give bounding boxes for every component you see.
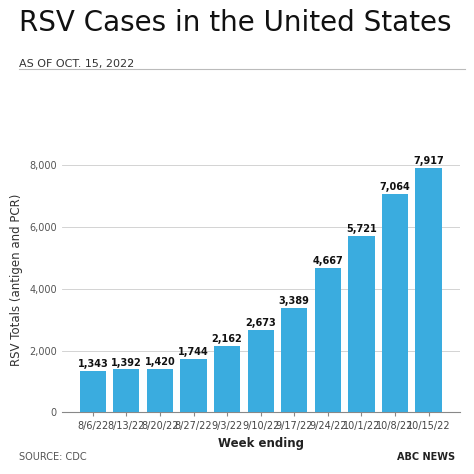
- Bar: [416, 168, 442, 412]
- X-axis label: Week ending: Week ending: [218, 437, 304, 450]
- Bar: [281, 308, 307, 412]
- Bar: [382, 194, 408, 412]
- Text: 4,667: 4,667: [312, 256, 343, 266]
- Bar: [147, 369, 173, 412]
- Bar: [214, 346, 240, 412]
- Bar: [181, 358, 207, 412]
- Y-axis label: RSV Totals (antigen and PCR): RSV Totals (antigen and PCR): [10, 193, 23, 366]
- Bar: [348, 236, 374, 412]
- Bar: [247, 330, 274, 412]
- Text: ABC NEWS: ABC NEWS: [397, 452, 455, 462]
- Bar: [113, 369, 139, 412]
- Text: 7,064: 7,064: [380, 182, 410, 192]
- Text: 1,744: 1,744: [178, 346, 209, 357]
- Text: AS OF OCT. 15, 2022: AS OF OCT. 15, 2022: [19, 59, 134, 69]
- Text: RSV Cases in the United States: RSV Cases in the United States: [19, 9, 451, 37]
- Text: 3,389: 3,389: [279, 296, 310, 306]
- Text: 7,917: 7,917: [413, 156, 444, 166]
- Text: 1,392: 1,392: [111, 357, 142, 367]
- Bar: [315, 268, 341, 412]
- Text: 1,420: 1,420: [145, 357, 175, 367]
- Text: 2,673: 2,673: [246, 318, 276, 328]
- Text: 1,343: 1,343: [77, 359, 108, 369]
- Bar: [80, 371, 106, 412]
- Text: 2,162: 2,162: [212, 334, 243, 344]
- Text: 5,721: 5,721: [346, 224, 377, 234]
- Text: SOURCE: CDC: SOURCE: CDC: [19, 452, 87, 462]
